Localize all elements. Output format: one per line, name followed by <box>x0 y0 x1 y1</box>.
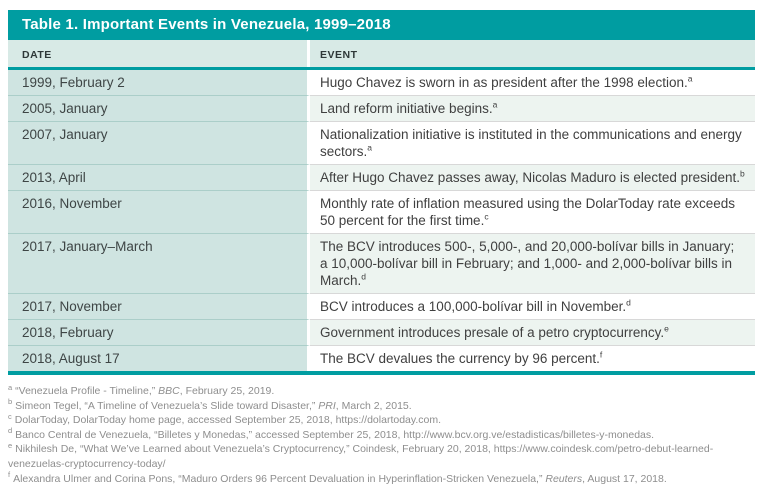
table-row: 2007, January Nationalization initiative… <box>8 121 755 164</box>
column-header-row: DATE EVENT <box>8 40 755 70</box>
footnote-text: Alexandra Ulmer and Corina Pons, “Maduro… <box>13 472 546 485</box>
footnote-text: , March 2, 2015. <box>335 399 412 412</box>
event-text: The BCV introduces 500-, 5,000-, and 20,… <box>320 239 735 288</box>
footnote-reference: f <box>599 349 603 360</box>
event-cell: The BCV devalues the currency by 96 perc… <box>310 345 755 371</box>
footnote-marker: c <box>8 411 12 421</box>
date-cell: 2007, January <box>8 121 310 164</box>
date-cell: 1999, February 2 <box>8 70 310 95</box>
footnote-reference: b <box>739 168 745 179</box>
event-cell: BCV introduces a 100,000-bolívar bill in… <box>310 293 755 319</box>
date-cell: 2017, November <box>8 293 310 319</box>
event-text: Nationalization initiative is instituted… <box>320 127 742 159</box>
table-row: 2018, February Government introduces pre… <box>8 319 755 345</box>
footnote-text: Banco Central de Venezuela, “Billetes y … <box>15 428 655 441</box>
footnotes: a “Venezuela Profile - Timeline,” BBC, Fe… <box>8 382 760 487</box>
table-row: 2017, January–March The BCV introduces 5… <box>8 233 755 293</box>
footnote-source: Reuters <box>545 472 583 485</box>
event-text: After Hugo Chavez passes away, Nicolas M… <box>320 170 740 185</box>
footnote-source: BBC <box>158 385 180 397</box>
event-text: Government introduces presale of a petro… <box>320 325 665 340</box>
footnote-reference: d <box>361 271 366 282</box>
column-header-date: DATE <box>8 40 310 67</box>
event-column-label: EVENT <box>320 49 358 61</box>
event-cell: Government introduces presale of a petro… <box>310 319 755 345</box>
footnote-reference: a <box>492 99 498 110</box>
date-column-label: DATE <box>22 49 52 61</box>
footnote-text: , August 17, 2018. <box>582 472 667 485</box>
footnote-reference: d <box>626 297 631 308</box>
table-title: Table 1. Important Events in Venezuela, … <box>8 10 755 40</box>
event-cell: Hugo Chavez is sworn in as president aft… <box>310 70 755 95</box>
table-bottom-rule <box>8 371 755 375</box>
footnote-text: Simeon Tegel, “A Timeline of Venezuela’s… <box>15 399 319 412</box>
footnote-marker: e <box>8 440 13 450</box>
event-text: Land reform initiative begins. <box>320 101 493 116</box>
date-cell: 2016, November <box>8 190 310 233</box>
event-cell: Land reform initiative begins.a <box>310 95 755 121</box>
event-text: Hugo Chavez is sworn in as president aft… <box>320 75 688 90</box>
footnote-marker: b <box>8 397 13 407</box>
footnote-reference: e <box>664 323 669 334</box>
table-row: 2005, January Land reform initiative beg… <box>8 95 755 121</box>
footnote: f Alexandra Ulmer and Corina Pons, “Madur… <box>8 470 760 487</box>
date-cell: 2005, January <box>8 95 310 121</box>
footnote-marker: d <box>8 426 13 436</box>
events-table: Table 1. Important Events in Venezuela, … <box>8 10 755 486</box>
footnote-reference: a <box>687 73 693 84</box>
event-text: Monthly rate of inflation measured using… <box>320 196 735 228</box>
footnote-text: DolarToday, DolarToday home page, access… <box>14 414 442 427</box>
date-cell: 2017, January–March <box>8 233 310 293</box>
event-cell: The BCV introduces 500-, 5,000-, and 20,… <box>310 233 755 293</box>
event-text: The BCV devalues the currency by 96 perc… <box>320 351 600 366</box>
footnote: b Simeon Tegel, “A Timeline of Venezuela’… <box>8 397 760 414</box>
footnote-text: , February 25, 2019. <box>179 385 275 397</box>
table-row: 2017, November BCV introduces a 100,000-… <box>8 293 755 319</box>
event-text: BCV introduces a 100,000-bolívar bill in… <box>320 299 627 314</box>
table-row: 2016, November Monthly rate of inflation… <box>8 190 755 233</box>
table-row: 1999, February 2 Hugo Chavez is sworn in… <box>8 70 755 95</box>
date-cell: 2018, August 17 <box>8 345 310 371</box>
table-row: 2018, August 17 The BCV devalues the cur… <box>8 345 755 371</box>
column-header-event: EVENT <box>310 40 755 67</box>
footnote: a “Venezuela Profile - Timeline,” BBC, Fe… <box>8 382 760 399</box>
footnote: c DolarToday, DolarToday home page, acces… <box>8 411 760 428</box>
event-cell: Monthly rate of inflation measured using… <box>310 190 755 233</box>
footnote-reference: a <box>367 142 372 153</box>
footnote: e Nikhilesh De, “What We’ve Learned about… <box>8 442 760 471</box>
date-cell: 2018, February <box>8 319 310 345</box>
footnote-source: PRI <box>318 399 336 412</box>
footnote-text: Nikhilesh De, “What We’ve Learned about … <box>8 443 714 470</box>
footnote-reference: c <box>484 211 489 222</box>
event-cell: Nationalization initiative is instituted… <box>310 121 755 164</box>
table-row: 2013, April After Hugo Chavez passes awa… <box>8 164 755 190</box>
event-cell: After Hugo Chavez passes away, Nicolas M… <box>310 164 755 190</box>
footnote-marker: f <box>8 470 11 480</box>
footnote: d Banco Central de Venezuela, “Billetes y… <box>8 426 760 443</box>
footnote-text: “Venezuela Profile - Timeline,” <box>15 385 159 397</box>
footnote-marker: a <box>8 382 13 392</box>
date-cell: 2013, April <box>8 164 310 190</box>
